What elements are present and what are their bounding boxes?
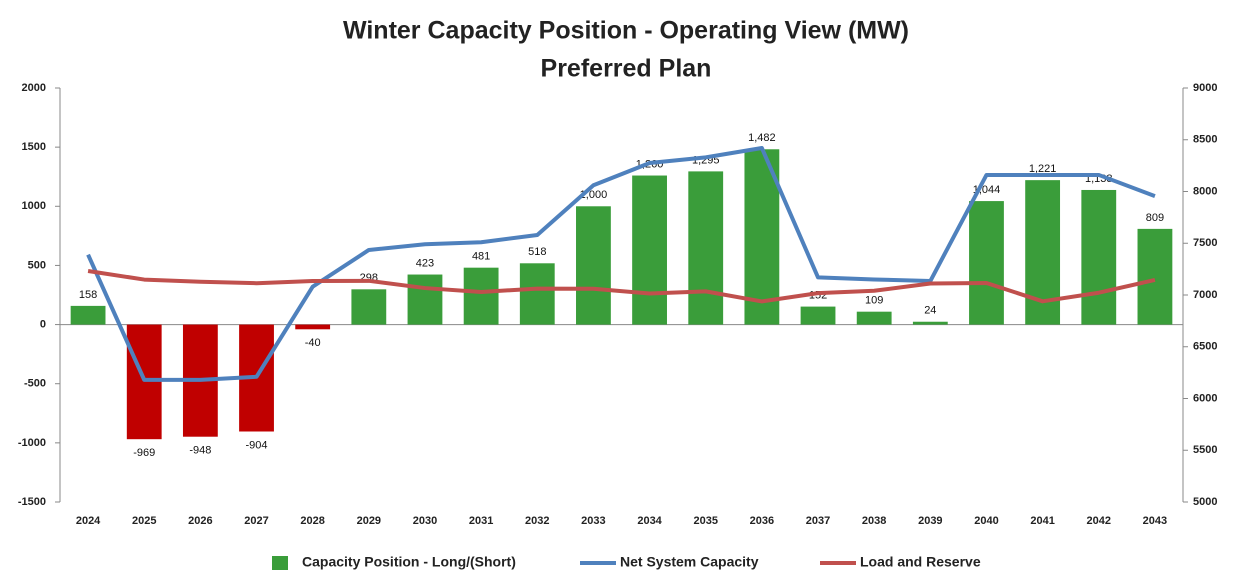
bar <box>800 306 836 325</box>
y-tick-label: -1000 <box>18 437 46 449</box>
bar <box>126 324 162 440</box>
x-tick-label: 2042 <box>1087 515 1111 527</box>
data-label: 1,482 <box>748 132 776 144</box>
bar <box>351 289 387 325</box>
data-label: 24 <box>924 305 936 317</box>
data-label: 1,221 <box>1029 163 1057 175</box>
x-tick-label: 2033 <box>581 515 605 527</box>
legend-label: Load and Reserve <box>860 554 981 570</box>
line <box>86 146 1156 382</box>
x-tick-label: 2041 <box>1030 515 1054 527</box>
bar <box>912 321 948 325</box>
x-tick-label: 2029 <box>357 515 381 527</box>
data-label: 518 <box>528 246 546 258</box>
y-tick-label: 1000 <box>22 200 46 212</box>
chart-subtitle: Preferred Plan <box>541 55 712 83</box>
x-tick-label: 2040 <box>974 515 998 527</box>
line <box>87 269 1156 304</box>
y2-tick-label: 8500 <box>1193 134 1217 146</box>
y2-tick-label: 5000 <box>1193 496 1217 508</box>
x-tick-label: 2026 <box>188 515 212 527</box>
chart-title: Winter Capacity Position - Operating Vie… <box>343 17 909 45</box>
y2-tick-label: 6500 <box>1193 341 1217 353</box>
y2-tick-label: 9000 <box>1193 82 1217 94</box>
y-tick-label: 1500 <box>22 141 46 153</box>
x-tick-label: 2037 <box>806 515 830 527</box>
x-tick-label: 2032 <box>525 515 549 527</box>
data-label: 809 <box>1146 212 1164 224</box>
y2-tick-label: 6000 <box>1193 392 1217 404</box>
data-label: -40 <box>305 337 321 349</box>
y-tick-label: -1500 <box>18 496 46 508</box>
data-label: 158 <box>79 289 97 301</box>
y2-tick-label: 7500 <box>1193 237 1217 249</box>
y2-tick-label: 5500 <box>1193 444 1217 456</box>
x-tick-label: 2028 <box>300 515 324 527</box>
y2-tick-label: 7000 <box>1193 289 1217 301</box>
x-tick-label: 2030 <box>413 515 437 527</box>
x-tick-label: 2031 <box>469 515 493 527</box>
x-tick-label: 2025 <box>132 515 156 527</box>
bar <box>1081 189 1117 325</box>
x-tick-label: 2027 <box>244 515 268 527</box>
y-tick-label: 500 <box>28 259 46 271</box>
legend-label: Capacity Position - Long/(Short) <box>302 554 516 570</box>
x-tick-label: 2039 <box>918 515 942 527</box>
bar <box>1137 228 1173 325</box>
bar <box>407 274 443 325</box>
bar <box>295 324 331 330</box>
y-tick-label: 0 <box>40 318 46 330</box>
bar <box>969 201 1004 325</box>
bar <box>688 171 724 325</box>
bar <box>463 267 499 325</box>
data-label: -969 <box>133 447 155 459</box>
x-tick-label: 2043 <box>1143 515 1167 527</box>
bar <box>632 175 667 325</box>
y2-tick-label: 8000 <box>1193 185 1217 197</box>
x-tick-label: 2036 <box>750 515 774 527</box>
y-tick-label: 2000 <box>22 82 46 94</box>
x-tick-label: 2035 <box>693 515 717 527</box>
bar <box>856 311 892 325</box>
data-label: 423 <box>416 257 434 269</box>
x-tick-label: 2034 <box>637 515 662 527</box>
data-label: -948 <box>189 445 211 457</box>
bar <box>70 305 106 325</box>
data-label: -904 <box>246 439 268 451</box>
data-label: 109 <box>865 295 883 307</box>
data-label: 481 <box>472 251 490 263</box>
y-tick-label: -500 <box>24 378 46 390</box>
legend-swatch <box>272 556 288 570</box>
x-tick-label: 2024 <box>76 515 101 527</box>
legend-label: Net System Capacity <box>620 554 759 570</box>
x-tick-label: 2038 <box>862 515 886 527</box>
bar <box>519 263 555 325</box>
bar <box>576 206 611 325</box>
